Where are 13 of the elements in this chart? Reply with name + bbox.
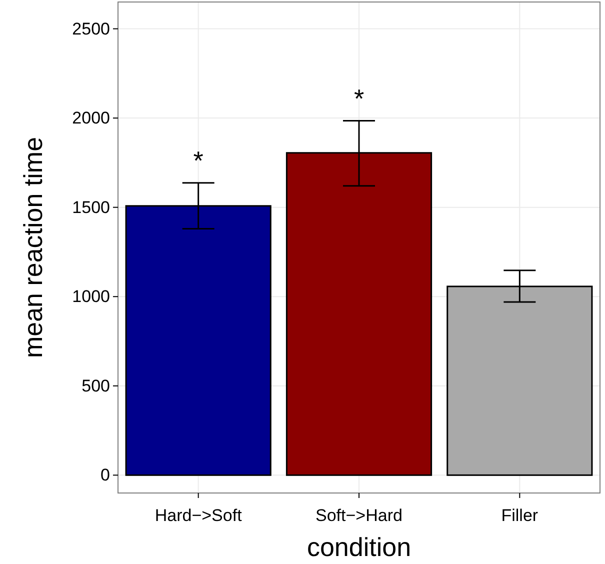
x-axis-title: condition	[306, 532, 412, 562]
y-axis-title: mean reaction time	[18, 136, 48, 358]
x-tick-label: Hard−>Soft	[154, 506, 242, 525]
annotation: *	[193, 146, 204, 176]
y-tick-label: 2000	[72, 108, 110, 128]
y-tick-label: 0	[100, 466, 110, 485]
x-tick-label: Soft−>Hard	[316, 506, 402, 525]
annotation: *	[354, 84, 364, 114]
y-tick-label: 2500	[72, 19, 110, 38]
y-tick-label: 500	[82, 376, 110, 396]
y-tick-label: 1000	[72, 287, 110, 306]
y-tick-label: 1500	[72, 198, 110, 217]
x-tick-label: Filler	[501, 506, 538, 525]
